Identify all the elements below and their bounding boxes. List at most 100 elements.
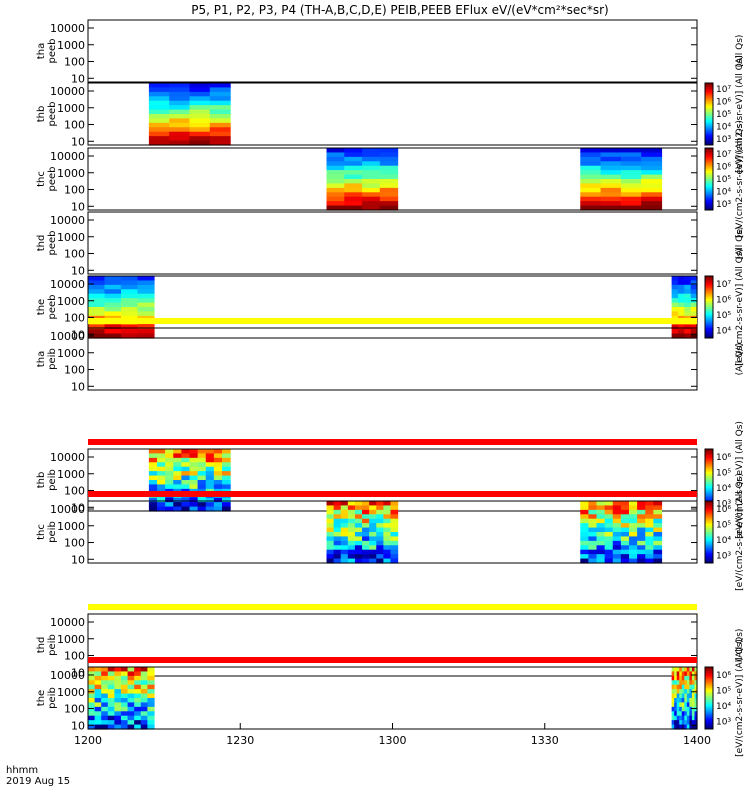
spectrogram-cell [101,698,109,704]
spectrogram-cell [148,502,158,508]
spectrogram-cell [671,702,675,708]
spectrogram-cell [620,540,630,546]
spectrogram-cell [684,689,688,695]
spectrogram-cell [209,96,231,102]
spectrogram-cell [333,549,342,555]
spectrogram-cell [148,83,170,89]
spectrogram-cell [347,558,356,564]
spectrogram-cell [101,680,109,686]
spectrogram-cell [671,307,679,313]
spectrogram-cell [120,311,139,317]
spectrogram-cell [197,480,207,486]
spectrogram-cell [600,192,622,198]
spectrogram-cell [101,684,109,690]
spectrogram-cell [347,523,356,529]
spectrogram-cell [604,540,614,546]
spectrogram-cell [157,466,166,472]
spectrogram-cell [347,501,356,507]
spectrogram-cell [612,549,622,555]
spectrogram-cell [604,505,614,511]
spectrogram-cell [620,505,630,511]
spectrogram-cell [369,540,377,546]
spectrogram-cell [88,298,106,304]
spectrogram-cell [189,466,199,472]
spectrogram-cell [205,475,215,481]
spectrogram-cell [213,484,223,490]
spectrogram-cell [173,502,182,508]
spectrogram-cell [684,702,688,708]
spectrogram-cell [379,179,399,185]
spectrogram-cell [671,711,675,717]
spectrogram-cell [120,671,129,677]
spectrogram-cell [134,675,142,681]
panel-tha_peib: 10 100 1000 10000 thapeib (All Qs) [36,318,745,393]
spectrogram-cell [596,558,606,564]
spectrogram-cell [104,280,122,286]
spectrogram-cell [181,506,191,512]
spectrogram-cell [94,702,102,708]
spectrogram-cell [620,536,630,542]
spectrogram-cell [671,284,679,290]
spectrogram-cell [689,698,693,704]
spectrogram-cell [681,724,685,730]
spectrogram-cell [148,105,170,111]
spectrogram-cell [691,715,696,721]
spectrogram-cell [596,505,606,511]
spectrogram-cell [676,698,680,704]
spectrogram-cell [691,711,696,717]
colorbar-label: (All Qs) [735,343,745,376]
spectrogram-cell [333,545,342,551]
spectrogram-cell [679,706,683,712]
spectrogram-cell [88,711,96,717]
spectrogram-cell [197,466,207,472]
spectrogram-cell [326,205,345,211]
spectrogram-cell [379,148,399,154]
spectrogram-cell [379,196,399,202]
spectrogram-cell [369,554,377,560]
spectrogram-cell [379,152,399,158]
colorbar-tick-label: 10⁶ [716,98,731,108]
spectrogram-cell [326,540,335,546]
spectrogram-cell [694,667,698,673]
y-tick-label: 100 [64,650,85,663]
spectrogram-cell [681,698,685,704]
spectrogram-cell [213,471,223,477]
spectrogram-cell [390,518,399,524]
spectrogram-cell [620,152,642,158]
spectrogram-cell [637,532,646,538]
spectrogram-cell [189,475,199,481]
spectrogram-cell [362,536,370,542]
y-tick-label: 100 [64,184,85,197]
spectrogram-cell [326,183,345,189]
x-axis: 1200 1230 1300 1330 1400 [74,723,711,747]
spectrogram-cell [580,549,589,555]
spectrogram-cell [604,523,614,529]
spectrogram-cell [694,698,698,704]
panel-thb_peeb: 10 100 1000 10000 thbpeeb 10³ 10⁴ 10⁵ 10⁶ 10⁷ [eV/… [36,55,745,173]
spectrogram-cell [107,680,115,686]
spectrogram-cell [684,693,688,699]
spectrogram-cell [671,684,675,690]
spectrogram-cell [637,549,646,555]
flag-bar [88,439,697,445]
spectrogram-cell [620,549,630,555]
spectrogram-cell [689,711,693,717]
spectrogram-cell [354,509,363,515]
spectrogram-cell [173,471,182,477]
spectrogram-cell [645,505,654,511]
spectrogram-cell [94,693,102,699]
colorbar-tick-label: 10⁶ [716,671,731,681]
y-tick-label: 10 [71,553,85,566]
spectrogram-cell [390,536,399,542]
spectrogram-cell [383,549,392,555]
spectrogram-cell [189,506,199,512]
spectrogram-cell [165,449,174,455]
spectrogram-cell [333,509,342,515]
spectrogram-cell [197,471,207,477]
spectrogram-cell [333,536,342,542]
spectrogram-cell [383,501,392,507]
spectrogram-cell [390,505,399,511]
spectrogram-cell [107,667,115,673]
spectrogram-cell [653,549,663,555]
spectrogram-cell [340,527,349,533]
